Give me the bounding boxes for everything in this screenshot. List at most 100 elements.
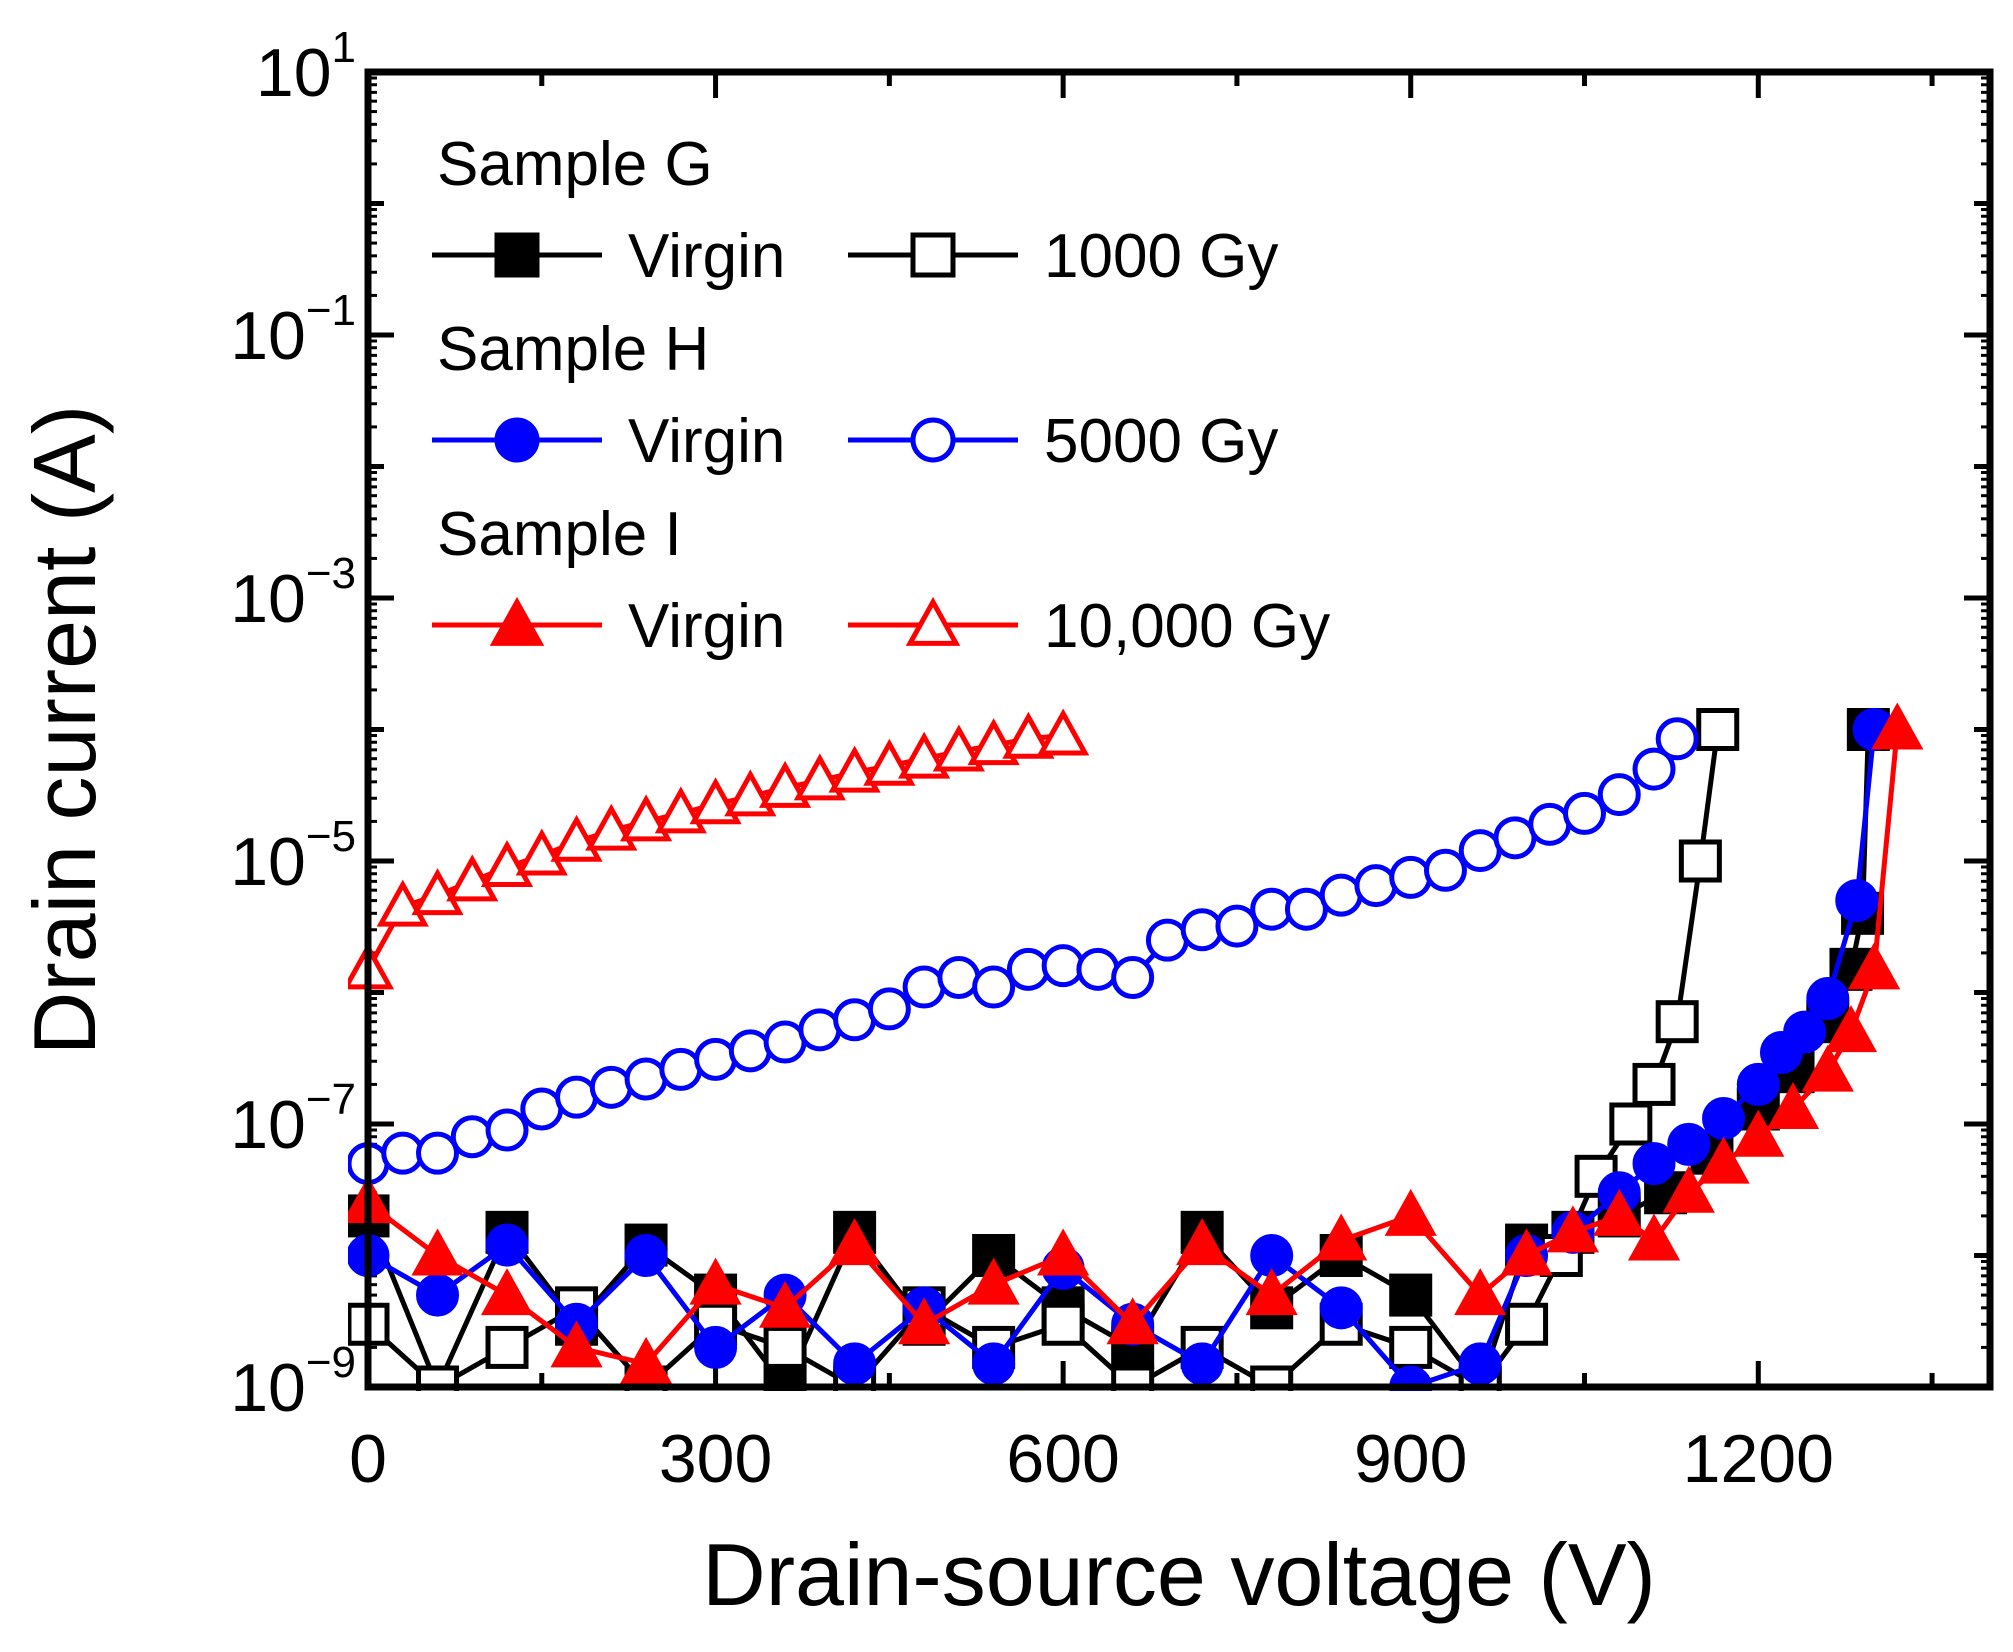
data-point-h_virgin <box>624 1234 668 1277</box>
data-point-i_10000 <box>689 777 742 825</box>
data-point-h_5000 <box>694 1037 738 1081</box>
data-point-i_10000 <box>758 760 812 808</box>
data-point-i_virgin <box>1037 1228 1090 1276</box>
x-tick-label: 1200 <box>1683 1421 1834 1497</box>
data-point-h_5000 <box>555 1075 599 1119</box>
data-point-i_virgin <box>480 1268 534 1316</box>
data-point-h_virgin <box>1319 1286 1363 1330</box>
data-point-h_5000 <box>1180 908 1224 952</box>
data-point-i_virgin <box>411 1228 464 1276</box>
legend-label: 5000 Gy <box>1044 407 1278 476</box>
data-point-h_5000 <box>833 998 877 1042</box>
data-point-h_5000 <box>589 1065 633 1109</box>
data-point-g_1000 <box>763 1325 807 1369</box>
x-tick-label: 0 <box>349 1421 387 1497</box>
data-point-h_5000 <box>902 965 946 1009</box>
data-point-i_10000 <box>1037 708 1090 756</box>
data-point-i_virgin <box>1801 1044 1854 1092</box>
data-point-i_virgin <box>1106 1297 1159 1345</box>
legend-marker <box>489 596 545 646</box>
legend-marker <box>494 232 540 278</box>
data-point-h_5000 <box>1006 947 1050 991</box>
data-point-g_1000 <box>1505 1302 1549 1346</box>
data-point-i_virgin <box>967 1257 1020 1305</box>
data-point-h_5000 <box>972 965 1016 1009</box>
data-point-g_1000 <box>1041 1302 1085 1346</box>
data-point-h_5000 <box>937 956 981 1000</box>
legend-label: Virgin <box>628 222 785 291</box>
plot-frame <box>364 68 1994 1391</box>
data-point-g_1000 <box>1609 1102 1653 1146</box>
data-point-h_5000 <box>728 1029 772 1073</box>
data-point-i_virgin <box>1176 1218 1229 1266</box>
series-layer <box>348 702 1924 1391</box>
data-point-h_5000 <box>1145 918 1189 962</box>
legend-marker <box>910 232 956 278</box>
data-point-h_5000 <box>1076 947 1120 991</box>
data-point-i_10000 <box>446 854 499 902</box>
data-point-h_5000 <box>1319 873 1363 917</box>
legend-label: 1000 Gy <box>1044 222 1278 291</box>
data-point-i_virgin <box>1871 702 1924 750</box>
data-point-i_virgin <box>1384 1188 1437 1236</box>
data-point-g_1000 <box>1389 1325 1433 1369</box>
data-point-g_1000 <box>1655 1000 1699 1044</box>
data-point-i_virgin <box>758 1280 812 1328</box>
data-point-g_virgin <box>1389 1273 1433 1317</box>
legend: Sample G Virgin 1000 Gy Sample H Virgin 5000 … <box>432 130 1330 661</box>
data-point-g_1000 <box>1678 839 1722 883</box>
data-point-i_virgin <box>1245 1268 1298 1316</box>
data-point-i_virgin <box>1662 1165 1715 1213</box>
legend-entry-i_10000: 10,000 Gy <box>848 592 1330 661</box>
data-point-i_virgin <box>1315 1213 1368 1261</box>
y-tick-label: 10−7 <box>230 1075 356 1163</box>
data-point-h_5000 <box>416 1131 460 1175</box>
data-point-i_10000 <box>967 718 1020 766</box>
data-point-h_virgin <box>1458 1342 1502 1386</box>
data-point-i_10000 <box>1002 711 1055 759</box>
data-point-h_5000 <box>1423 848 1467 892</box>
data-point-g_1000 <box>1632 1062 1676 1106</box>
x-tick-label: 300 <box>659 1421 772 1497</box>
data-point-h_virgin <box>972 1342 1016 1386</box>
data-point-h_5000 <box>1597 773 1641 817</box>
legend-entry-g_virgin: Virgin <box>432 222 785 291</box>
legend-entry-i_virgin: Virgin <box>432 592 785 661</box>
y-tick-label: 101 <box>256 23 356 111</box>
x-tick-label: 900 <box>1354 1421 1467 1497</box>
series-h_5000 <box>348 717 1699 1186</box>
data-point-g_1000 <box>485 1325 529 1369</box>
data-point-h_5000 <box>450 1115 494 1159</box>
legend-label: Virgin <box>628 592 785 661</box>
data-point-i_10000 <box>932 724 985 772</box>
data-point-h_5000 <box>867 987 911 1031</box>
legend-entry-h_5000: 5000 Gy <box>848 407 1278 476</box>
legend-group-header: Sample G <box>437 130 713 199</box>
data-point-i_virgin <box>1848 942 1901 990</box>
y-axis-title: Drain current (A) <box>15 405 114 1055</box>
x-tick-label: 600 <box>1006 1421 1119 1497</box>
data-point-i_virgin <box>1732 1109 1785 1157</box>
data-point-h_5000 <box>1655 717 1699 761</box>
data-point-i_virgin <box>1697 1136 1750 1184</box>
data-point-i_10000 <box>863 738 916 786</box>
data-point-h_5000 <box>1563 791 1606 835</box>
data-point-h_virgin <box>833 1342 877 1386</box>
data-point-i_virgin <box>1627 1213 1681 1261</box>
data-point-i_10000 <box>793 753 846 801</box>
data-point-h_5000 <box>1632 747 1676 791</box>
data-point-h_virgin <box>1702 1097 1746 1141</box>
data-point-h_virgin <box>1736 1062 1780 1106</box>
data-point-i_virgin <box>1824 1005 1878 1053</box>
legend-group-header: Sample I <box>437 500 682 569</box>
data-point-i_virgin <box>1546 1205 1600 1253</box>
data-point-h_virgin <box>416 1273 460 1317</box>
data-point-h_5000 <box>1528 802 1572 846</box>
data-point-h_5000 <box>1215 904 1259 948</box>
data-point-i_virgin <box>1500 1228 1553 1276</box>
data-point-i_virgin <box>550 1320 603 1368</box>
y-tick-label: 10−5 <box>230 812 356 900</box>
data-point-i_10000 <box>515 828 568 876</box>
data-point-i_virgin <box>1454 1268 1507 1316</box>
